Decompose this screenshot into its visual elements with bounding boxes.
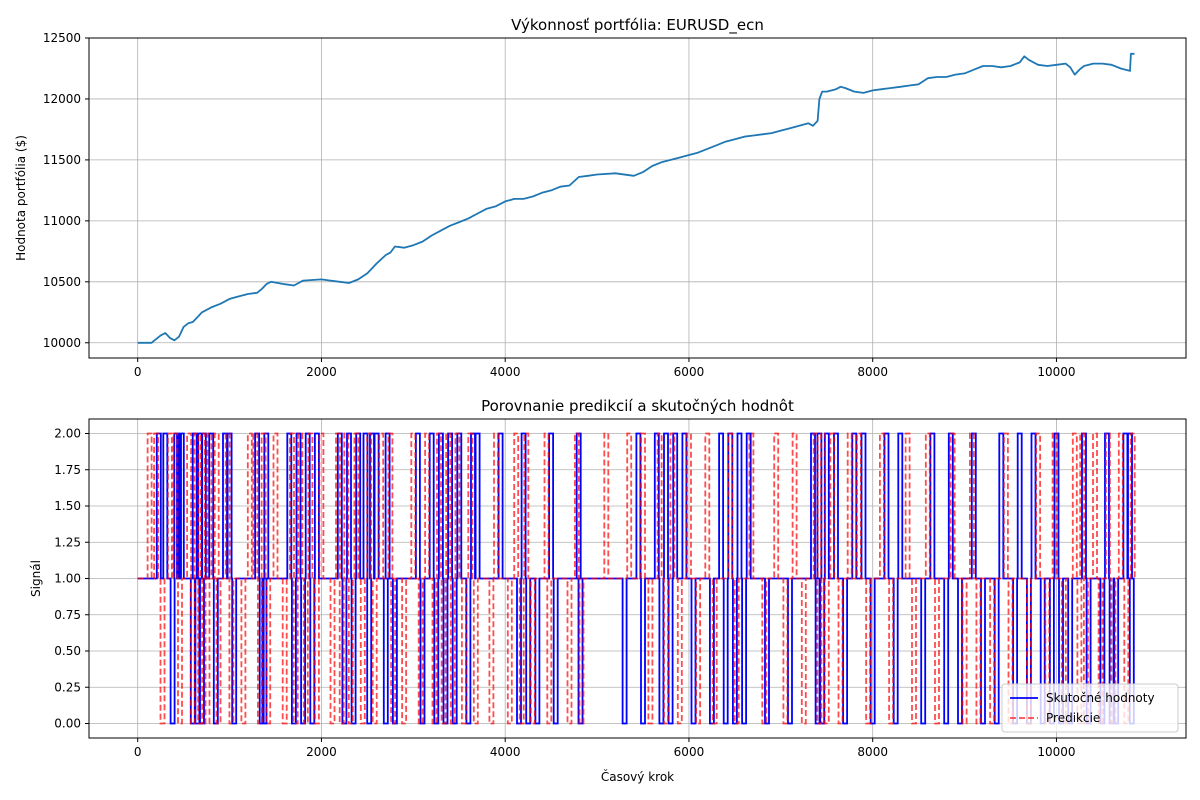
portfolio-value-chart: 0 2000 4000 6000 8000 10000 10000 10500 11000 115…: [14, 16, 1187, 379]
y-tick-label: 0.00: [54, 717, 81, 731]
portfolio-chart-title: Výkonnosť portfólia: EURUSD_ecn: [511, 16, 764, 35]
signal-legend: Skutočné hodnoty Predikcie: [1001, 683, 1179, 733]
signal-y-axis-label: Signál: [29, 560, 43, 597]
x-tick-label: 8000: [857, 365, 888, 379]
y-tick-label: 0.50: [54, 644, 81, 658]
signal-chart-title: Porovnanie predikcií a skutočných hodnôt: [481, 397, 794, 415]
x-tick-label: 4000: [490, 365, 521, 379]
x-tick-label: 2000: [306, 365, 337, 379]
y-tick-label: 0.25: [54, 680, 81, 694]
portfolio-axes-frame: [88, 37, 1187, 359]
x-tick-label: 8000: [857, 745, 888, 759]
y-tick-label: 1.25: [54, 535, 81, 549]
x-tick-label: 10000: [1037, 365, 1075, 379]
x-tick-label: 6000: [674, 365, 705, 379]
x-tick-label: 6000: [674, 745, 705, 759]
y-tick-label: 10000: [43, 336, 81, 350]
portfolio-y-axis-label: Hodnota portfólia ($): [14, 135, 28, 261]
x-tick-label: 2000: [306, 745, 337, 759]
portfolio-value-line: [137, 52, 1135, 344]
portfolio-plot-area: [89, 38, 1186, 358]
x-tick-label: 0: [134, 365, 142, 379]
y-tick-label: 12000: [43, 92, 81, 106]
y-tick-label: 0.75: [54, 608, 81, 622]
x-tick-label: 10000: [1037, 745, 1075, 759]
portfolio-ticks: 0 2000 4000 6000 8000 10000 10000 10500 11000 115…: [43, 31, 1076, 379]
y-tick-label: 1.00: [54, 572, 81, 586]
legend-label-predictions: Predikcie: [1046, 711, 1100, 725]
y-tick-label: 12500: [43, 31, 81, 45]
legend-label-actual: Skutočné hodnoty: [1046, 691, 1155, 705]
signal-data: [137, 432, 1136, 725]
y-tick-label: 10500: [43, 275, 81, 289]
x-tick-label: 4000: [490, 745, 521, 759]
signal-x-axis-label: Časový krok: [601, 769, 674, 784]
x-tick-label: 0: [134, 745, 142, 759]
y-tick-label: 11000: [43, 214, 81, 228]
y-tick-label: 1.50: [54, 499, 81, 513]
portfolio-data: [137, 52, 1135, 344]
actual-values-line: [137, 432, 1135, 725]
y-tick-label: 1.75: [54, 463, 81, 477]
legend-box: [1001, 683, 1179, 733]
signal-ticks: 0 2000 4000 6000 8000 10000 0.00 0.25 0.50 0.75 1.…: [54, 427, 1075, 760]
y-tick-label: 2.00: [54, 427, 81, 441]
y-tick-label: 11500: [43, 153, 81, 167]
signal-comparison-chart: 0 2000 4000 6000 8000 10000 0.00 0.25 0.50 0.75 1.…: [29, 397, 1187, 784]
predictions-line: [137, 432, 1136, 725]
